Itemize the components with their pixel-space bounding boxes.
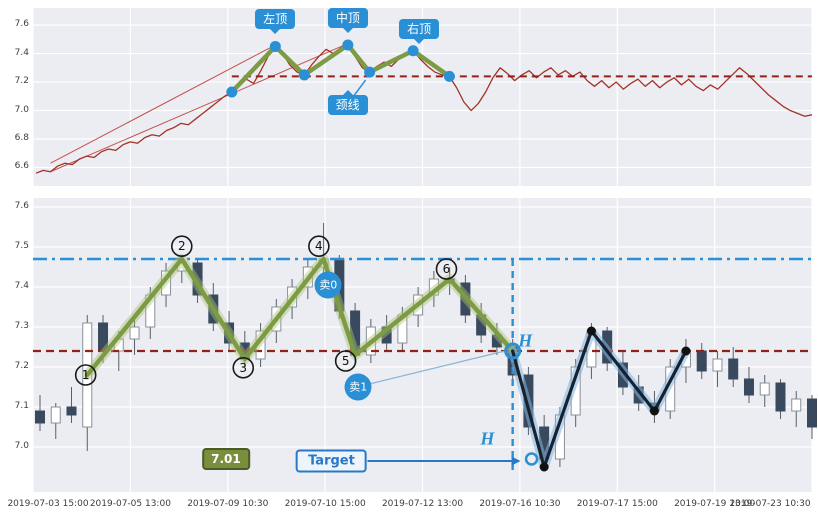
y-tick-label: 7.0 [14, 441, 29, 451]
svg-text:3: 3 [239, 361, 247, 375]
label-h-upper: H [518, 330, 533, 351]
y-tick-label: 7.3 [14, 321, 29, 331]
y-tick-label: 7.2 [14, 76, 29, 87]
x-tick-label: 2019-07-12 13:00 [381, 499, 464, 509]
y-tick-label: 7.5 [14, 241, 29, 251]
label-right-top: 右顶 [399, 18, 440, 39]
svg-text:5: 5 [342, 354, 350, 368]
y-tick-label: 6.8 [14, 133, 29, 143]
x-tick-label: 2019-07-10 15:00 [284, 499, 366, 509]
y-tick-label: 7.0 [14, 104, 29, 115]
y-tick-label: 7.4 [14, 281, 29, 291]
x-tick-label: 2019-07-17 15:00 [576, 499, 658, 509]
label-sell-0: 卖0 [314, 271, 342, 299]
x-tick-label: 2019-07-09 10:30 [187, 499, 269, 509]
target-label: Target [296, 449, 367, 473]
x-tick-label: 2019-07-23 10:30 [729, 499, 811, 509]
y-tick-label: 7.1 [14, 401, 29, 411]
label-mid-top: 中顶 [327, 8, 368, 29]
svg-text:2: 2 [178, 239, 186, 253]
label-h-lower: H [480, 428, 495, 449]
label-left-top: 左顶 [255, 9, 296, 30]
label-sell-1: 卖1 [344, 373, 372, 401]
y-tick-label: 7.4 [14, 47, 29, 58]
y-tick-label: 7.2 [14, 361, 29, 371]
x-tick-label: 2019-07-16 10:30 [479, 499, 561, 509]
label-neckline: 颈线 [327, 95, 368, 116]
svg-text:4: 4 [315, 239, 323, 253]
y-tick-label: 7.6 [14, 19, 29, 30]
x-tick-label: 2019-07-05 13:00 [89, 499, 171, 509]
svg-text:6: 6 [443, 262, 451, 276]
y-tick-label: 7.6 [14, 201, 29, 211]
y-tick-label: 6.6 [14, 161, 29, 172]
svg-text:1: 1 [82, 368, 90, 382]
target-value-badge: 7.01 [202, 448, 250, 470]
x-tick-label: 2019-07-03 15:00 [7, 499, 89, 509]
x-tick-label: 2019-07-19 13:00 [674, 499, 756, 509]
